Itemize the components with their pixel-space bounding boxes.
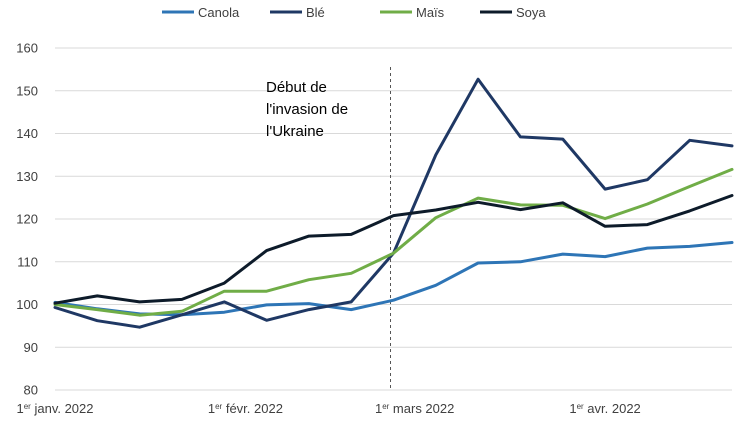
y-tick-label: 160 [16,41,38,56]
legend-label: Soya [516,5,546,20]
y-tick-label: 120 [16,212,38,227]
series-line-blé [53,77,734,329]
legend: Canola Blé Maïs Soya [162,5,546,20]
y-tick-label: 140 [16,126,38,141]
y-tick-label: 80 [24,383,38,398]
legend-label: Blé [306,5,325,20]
y-tick-label: 130 [16,169,38,184]
y-tick-label: 110 [17,254,38,269]
x-tick-label: 1er avr. 2022 [569,401,640,416]
y-tick-label: 150 [16,83,38,98]
legend-label: Canola [198,5,240,20]
invasion-annotation-text: Début de l'invasion de l'Ukraine [266,79,348,140]
data-series [53,77,734,329]
gridlines [55,47,732,391]
x-tick-label: 1er févr. 2022 [208,401,283,416]
series-line-maïs [53,167,734,317]
invasion-annotation: Début de l'invasion de l'Ukraine [266,67,391,390]
y-tick-label: 90 [24,340,38,355]
x-tick-label: 1er mars 2022 [375,401,454,416]
y-tick-label: 100 [16,297,38,312]
series-line-canola [53,241,734,317]
x-tick-label: 1er janv. 2022 [17,401,94,416]
x-axis: 1er janv. 2022 1er févr. 2022 1er mars 202… [17,401,641,416]
series-line-soya [53,194,734,305]
legend-label: Maïs [416,5,445,20]
y-axis-ticks: 80 90 100 110 120 130 140 150 160 [16,41,38,398]
